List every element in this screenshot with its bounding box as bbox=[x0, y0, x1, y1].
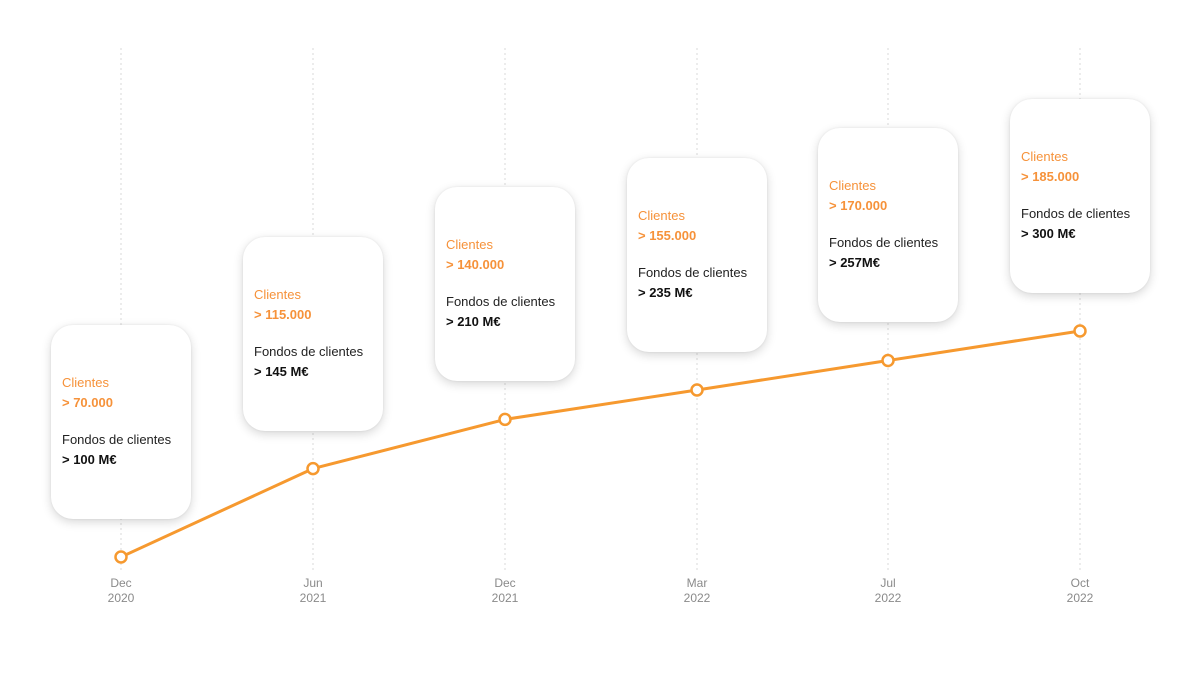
x-tick-month: Jul bbox=[880, 576, 896, 590]
annotation-card-3: Clientes > 155.000 Fondos de clientes > 235… bbox=[627, 158, 767, 352]
x-tick-year: 2022 bbox=[1066, 591, 1094, 605]
x-tick-month: Mar bbox=[686, 576, 708, 590]
x-tick-label-5: Oct 2022 bbox=[1040, 576, 1120, 606]
funds-label: Fondos de clientes bbox=[254, 344, 364, 359]
clients-label: Clientes bbox=[1021, 149, 1068, 164]
funds-value: > 210 M€ bbox=[446, 314, 501, 329]
x-tick-month: Oct bbox=[1070, 576, 1090, 590]
clients-label: Clientes bbox=[254, 287, 301, 302]
clients-label: Clientes bbox=[446, 237, 493, 252]
x-tick-label-1: Jun 2021 bbox=[273, 576, 353, 606]
funds-value: > 145 M€ bbox=[254, 364, 309, 379]
clients-value: > 140.000 bbox=[446, 257, 505, 272]
x-tick-month: Dec bbox=[494, 576, 516, 590]
clients-value: > 155.000 bbox=[638, 228, 697, 243]
data-point-2 bbox=[498, 412, 512, 427]
x-tick-year: 2022 bbox=[683, 591, 711, 605]
x-tick-year: 2020 bbox=[107, 591, 135, 605]
x-tick-label-4: Jul 2022 bbox=[848, 576, 928, 606]
annotation-card-4: Clientes > 170.000 Fondos de clientes > 257… bbox=[818, 128, 958, 322]
x-tick-year: 2021 bbox=[299, 591, 327, 605]
funds-label: Fondos de clientes bbox=[829, 235, 939, 250]
x-tick-year: 2021 bbox=[491, 591, 519, 605]
x-tick-label-0: Dec 2020 bbox=[81, 576, 161, 606]
series-line bbox=[120, 329, 1081, 559]
funds-label: Fondos de clientes bbox=[638, 265, 748, 280]
annotation-card-5: Clientes > 185.000 Fondos de clientes > 300… bbox=[1010, 99, 1150, 293]
data-point-3 bbox=[690, 383, 704, 397]
clients-value: > 70.000 bbox=[62, 395, 113, 410]
clients-label: Clientes bbox=[62, 375, 109, 390]
data-point-0 bbox=[114, 550, 128, 564]
annotation-card-1: Clientes > 115.000 Fondos de clientes > 145… bbox=[243, 237, 383, 431]
x-tick-label-2: Dec 2021 bbox=[465, 576, 545, 606]
annotation-card-2: Clientes > 140.000 Fondos de clientes > 210… bbox=[435, 187, 575, 381]
series-line-group bbox=[120, 329, 1081, 559]
x-tick-label-3: Mar 2022 bbox=[657, 576, 737, 606]
funds-value: > 257M€ bbox=[829, 255, 880, 270]
x-tick-year: 2022 bbox=[874, 591, 902, 605]
clients-value: > 115.000 bbox=[254, 307, 312, 322]
funds-value: > 100 M€ bbox=[62, 452, 117, 467]
data-point-4 bbox=[881, 353, 895, 368]
annotation-card-0: Clientes > 70.000 Fondos de clientes > 100 … bbox=[51, 325, 191, 519]
funds-label: Fondos de clientes bbox=[62, 432, 172, 447]
funds-label: Fondos de clientes bbox=[446, 294, 556, 309]
clients-value: > 185.000 bbox=[1021, 169, 1080, 184]
x-tick-month: Dec bbox=[110, 576, 132, 590]
clients-label: Clientes bbox=[829, 178, 876, 193]
data-point-1 bbox=[306, 461, 320, 476]
funds-label: Fondos de clientes bbox=[1021, 206, 1131, 221]
funds-value: > 235 M€ bbox=[638, 285, 693, 300]
data-point-5 bbox=[1073, 324, 1087, 338]
clients-value: > 170.000 bbox=[829, 198, 888, 213]
x-tick-month: Jun bbox=[303, 576, 323, 590]
markers bbox=[114, 324, 1087, 564]
funds-value: > 300 M€ bbox=[1021, 226, 1076, 241]
clients-label: Clientes bbox=[638, 208, 685, 223]
